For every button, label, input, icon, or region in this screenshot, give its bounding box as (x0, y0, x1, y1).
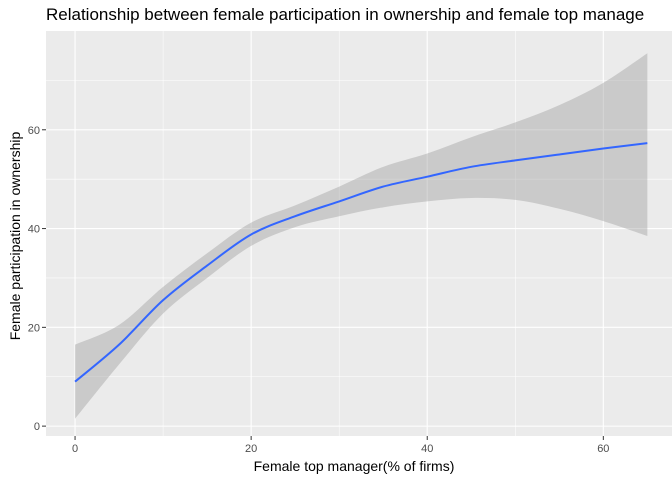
x-tick-label: 0 (72, 443, 78, 455)
major-gridlines (46, 31, 672, 436)
x-tick-label: 20 (245, 443, 257, 455)
y-axis-title: Female participation in ownership (7, 132, 23, 341)
confidence-band (75, 53, 648, 419)
y-tick-label: 0 (34, 421, 40, 433)
y-tick-label: 60 (28, 125, 40, 137)
x-tick-label: 60 (597, 443, 609, 455)
y-tick-label: 20 (28, 322, 40, 334)
y-tick-label: 40 (28, 224, 40, 236)
minor-gridlines (46, 31, 672, 436)
axis-ticks (42, 129, 604, 440)
smoothed-trend-line (74, 142, 648, 383)
x-tick-label: 40 (421, 443, 433, 455)
plot-panel (46, 31, 672, 436)
x-axis-title: Female top manager(% of firms) (254, 458, 455, 474)
chart-title: Relationship between female participatio… (46, 5, 644, 24)
axis-tick-labels: 0 20 40 60 0 20 40 60 (28, 125, 610, 455)
